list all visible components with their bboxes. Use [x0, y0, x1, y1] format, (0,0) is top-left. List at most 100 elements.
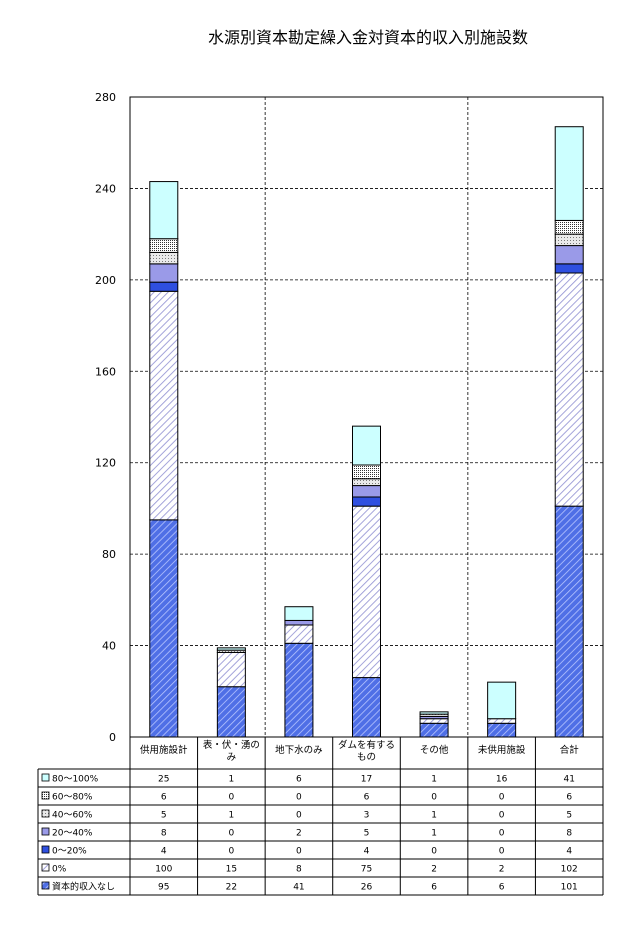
bar-segment: [554, 505, 584, 738]
category-label: その他: [420, 744, 449, 756]
table-value: 4: [161, 847, 167, 857]
bar-segment: [284, 642, 314, 738]
table-value: 26: [361, 883, 373, 893]
legend-swatch: [41, 791, 50, 800]
bar-segment: [149, 263, 179, 283]
bar-segment: [487, 718, 517, 724]
y-tick-label: 280: [95, 91, 116, 104]
bar-segment: [149, 181, 179, 240]
series-label: 0～20%: [52, 847, 87, 857]
table-value: 100: [155, 865, 172, 875]
bar-segment: [419, 711, 449, 715]
table-value: 25: [158, 775, 169, 785]
table-value: 6: [566, 793, 572, 803]
bar-segment: [216, 651, 246, 688]
series-label: 40～60%: [52, 811, 93, 821]
category-label: 合計: [560, 744, 580, 756]
table-value: 22: [226, 883, 237, 893]
table-value: 5: [161, 811, 167, 821]
bar-segment: [149, 251, 179, 265]
table-value: 0: [296, 847, 302, 857]
category-label: 地下水のみ: [275, 744, 323, 756]
legend-swatch: [41, 773, 50, 782]
table-value: 4: [566, 847, 572, 857]
table-value: 0: [296, 793, 302, 803]
table-value: 5: [566, 811, 572, 821]
table-value: 0: [431, 793, 437, 803]
bar-segment: [149, 519, 179, 738]
bar-segment: [487, 722, 517, 738]
legend-swatch: [41, 827, 50, 836]
table-value: 5: [364, 829, 370, 839]
table-value: 2: [499, 865, 505, 875]
table-value: 6: [364, 793, 370, 803]
bar-segment: [554, 126, 584, 221]
legend-swatch: [41, 863, 50, 872]
table-value: 0: [499, 793, 505, 803]
bar-segment: [352, 677, 381, 738]
table-value: 75: [361, 865, 372, 875]
series-label: 資本的収入なし: [52, 881, 115, 893]
plot-frame: [129, 96, 604, 738]
table-value: 6: [499, 883, 505, 893]
y-tick-label: 0: [109, 731, 116, 744]
table-value: 8: [296, 865, 302, 875]
bar-segment: [352, 485, 381, 498]
table-value: 8: [161, 829, 167, 839]
y-tick-label: 40: [102, 640, 116, 653]
category-label: 供用施設計: [140, 744, 188, 756]
bar-segment: [284, 606, 314, 621]
table-value: 0: [228, 847, 234, 857]
y-tick-label: 160: [95, 365, 116, 378]
table-value: 0: [228, 793, 234, 803]
bar-segment: [149, 290, 179, 521]
bar-segment: [554, 263, 584, 274]
legend-swatch: [41, 845, 50, 854]
table-value: 2: [431, 865, 437, 875]
table-value: 95: [158, 883, 169, 893]
category-label: 未供用施設: [478, 744, 526, 756]
legend-swatch: [41, 881, 50, 890]
bar-segment: [419, 722, 449, 738]
series-label: 80～100%: [52, 775, 99, 785]
chart-title: 水源別資本勘定繰入金対資本的収入別施設数: [207, 28, 528, 47]
bar-segment: [487, 681, 517, 720]
series-label: 60～80%: [52, 793, 93, 803]
table-value: 15: [226, 865, 237, 875]
table-value: 8: [566, 829, 572, 839]
bar-segment: [352, 496, 381, 507]
bar-segment: [554, 272, 584, 507]
table-value: 3: [364, 811, 370, 821]
table-value: 0: [499, 811, 505, 821]
table-value: 0: [431, 847, 437, 857]
table-value: 4: [364, 847, 370, 857]
bar-segment: [419, 718, 449, 724]
legend-swatch: [41, 809, 50, 818]
table-value: 41: [563, 775, 574, 785]
bar-segment: [216, 686, 246, 738]
category-label: 表・伏・湧の: [203, 739, 260, 751]
category-label: もの: [357, 752, 376, 763]
table-value: 1: [228, 775, 234, 785]
table-value: 0: [499, 847, 505, 857]
table-value: 6: [161, 793, 167, 803]
table-value: 0: [499, 829, 505, 839]
bar-segment: [149, 281, 179, 292]
bar-segment: [554, 233, 584, 247]
y-tick-label: 240: [95, 182, 116, 195]
bar-segment: [149, 238, 179, 253]
table-value: 6: [431, 883, 437, 893]
bar-segment: [352, 505, 381, 679]
bar-segment: [284, 619, 314, 626]
bar-segment: [284, 624, 314, 644]
table-value: 1: [228, 811, 234, 821]
bar-segment: [554, 219, 584, 235]
y-tick-label: 80: [102, 548, 116, 561]
table-value: 16: [496, 775, 508, 785]
y-tick-label: 120: [95, 457, 116, 470]
table-value: 0: [228, 829, 234, 839]
table-value: 0: [296, 811, 302, 821]
category-label: ダムを有する: [338, 739, 395, 751]
bar-segment: [352, 478, 381, 487]
